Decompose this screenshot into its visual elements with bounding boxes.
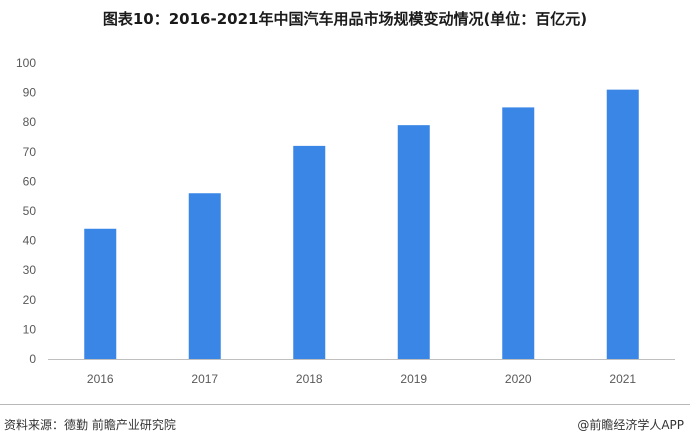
x-tick-label: 2017 xyxy=(191,372,218,386)
attribution-note: @前瞻经济学人APP xyxy=(577,418,684,432)
source-note: 资料来源：德勤 前瞻产业研究院 xyxy=(4,418,176,432)
x-axis-ticks: 2016 2017 2018 2019 2020 2021 xyxy=(87,372,637,386)
y-tick-label: 10 xyxy=(23,322,37,336)
y-tick-label: 50 xyxy=(23,204,37,218)
y-tick-label: 70 xyxy=(23,145,37,159)
y-tick-label: 80 xyxy=(23,115,37,129)
bar-2020 xyxy=(502,107,535,360)
y-tick-label: 20 xyxy=(23,293,37,307)
x-tick-label: 2021 xyxy=(609,372,636,386)
bar-2018 xyxy=(293,145,326,359)
bar-2016 xyxy=(84,228,117,359)
y-tick-label: 0 xyxy=(29,352,36,366)
bar-series xyxy=(84,89,639,360)
y-tick-label: 30 xyxy=(23,263,37,277)
y-tick-label: 90 xyxy=(23,86,37,100)
y-axis-ticks: 0 10 20 30 40 50 60 70 80 90 100 xyxy=(16,56,36,366)
y-tick-label: 100 xyxy=(16,56,36,70)
x-tick-label: 2018 xyxy=(296,372,323,386)
x-tick-label: 2016 xyxy=(87,372,114,386)
bar-2021 xyxy=(606,89,639,359)
y-tick-label: 60 xyxy=(23,174,37,188)
bar-2017 xyxy=(188,193,221,359)
y-tick-label: 40 xyxy=(23,234,37,248)
x-tick-label: 2020 xyxy=(505,372,532,386)
footer-divider xyxy=(0,404,690,405)
bar-2019 xyxy=(397,125,430,359)
chart-title: 图表10：2016-2021年中国汽车用品市场规模变动情况(单位：百亿元) xyxy=(102,10,588,28)
x-tick-label: 2019 xyxy=(400,372,427,386)
